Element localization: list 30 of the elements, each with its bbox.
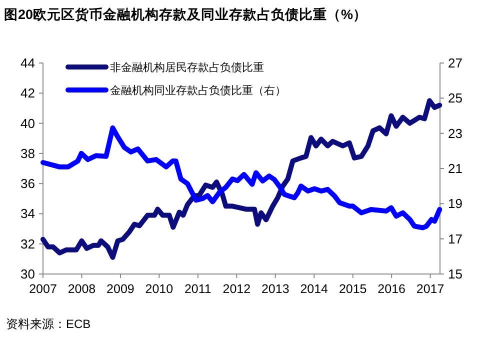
- y-tick-label: 38: [20, 146, 35, 161]
- legend-label: 金融机构同业存款占负债比重（右）: [110, 84, 286, 97]
- x-tick-label: 2009: [106, 282, 134, 296]
- y-tick-label: 32: [20, 236, 35, 252]
- y2-tick-label: 21: [448, 161, 462, 176]
- y-tick-label: 42: [20, 86, 35, 101]
- legend-label: 非金融机构居民存款占负债比重: [110, 61, 264, 74]
- y-tick-label: 30: [20, 266, 35, 282]
- x-tick-label: 2011: [184, 282, 212, 296]
- x-tick-label: 2016: [378, 282, 406, 296]
- x-tick-label: 2007: [29, 282, 57, 296]
- x-tick-label: 2012: [222, 282, 251, 296]
- y2-tick-label: 19: [448, 196, 462, 212]
- x-tick-label: 2017: [416, 282, 444, 296]
- y-tick-label: 44: [20, 56, 35, 70]
- chart-title: 图20欧元区货币金融机构存款及同业存款占负债比重（%）: [4, 7, 368, 22]
- y2-tick-label: 17: [448, 231, 462, 246]
- x-tick-label: 2010: [145, 282, 174, 296]
- x-tick-label: 2008: [68, 282, 96, 296]
- text: 资料来源：ECB: [6, 317, 91, 331]
- y2-tick-label: 25: [448, 90, 462, 106]
- y-tick-label: 36: [20, 176, 35, 192]
- y2-tick-label: 23: [448, 126, 462, 141]
- y-tick-label: 34: [20, 206, 35, 222]
- x-tick-label: 2013: [261, 282, 290, 296]
- y-tick-label: 40: [20, 116, 35, 131]
- y2-tick-label: 15: [448, 266, 462, 282]
- y2-tick-label: 27: [448, 56, 462, 70]
- x-tick-label: 2014: [300, 282, 328, 296]
- x-tick-label: 2015: [338, 282, 367, 296]
